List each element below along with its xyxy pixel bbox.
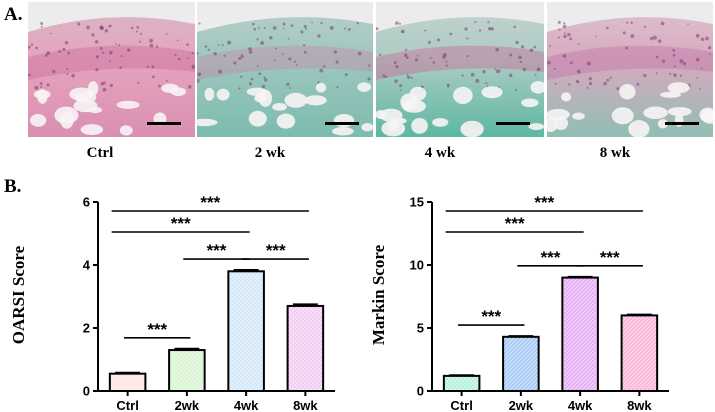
y-tick-label: 4	[83, 258, 91, 273]
x-tick-label: 4wk	[568, 398, 593, 412]
bar-ctrl	[108, 372, 147, 392]
panel-b-label: B.	[4, 176, 22, 197]
y-tick-label: 0	[417, 384, 424, 399]
bar-8wk	[286, 304, 325, 393]
significance-label: ***	[534, 193, 554, 212]
y-tick-label: 5	[417, 321, 424, 336]
y-axis-label: Markin Score	[369, 244, 388, 345]
y-tick-label: 0	[83, 384, 90, 399]
caption-4wk: 4 wk	[424, 145, 456, 161]
bar-4wk	[227, 270, 265, 392]
x-tick-label: 2wk	[509, 398, 534, 412]
significance-label: ***	[200, 193, 220, 212]
y-axis-label: OARSI Score	[9, 245, 28, 344]
bar-2wk	[502, 335, 540, 393]
x-tick-label: Ctrl	[116, 398, 138, 412]
caption-2wk: 2 wk	[254, 145, 286, 161]
significance-label: ***	[266, 241, 286, 260]
panel-a-label: A.	[4, 4, 23, 25]
histology-image-8wk	[547, 2, 713, 137]
significance-label: ***	[505, 214, 525, 233]
histology-image-2wk	[197, 2, 373, 137]
bar-8wk	[620, 314, 659, 392]
x-tick-label: Ctrl	[450, 398, 472, 412]
y-tick-label: 6	[83, 195, 90, 210]
significance-label: ***	[207, 241, 227, 260]
histology-image-ctrl	[28, 2, 195, 137]
significance-label: ***	[481, 307, 501, 326]
significance-label: ***	[171, 214, 191, 233]
x-tick-label: 8wk	[293, 398, 318, 412]
significance-label: ***	[600, 248, 620, 267]
y-tick-label: 2	[83, 321, 90, 336]
histology-image-4wk	[376, 2, 544, 137]
bar-ctrl	[442, 374, 481, 393]
chart-1: 0 2 4 6 OARSI Score Ctrl 2wk 4wk 8wk *** *** *** ***…	[9, 193, 335, 412]
x-tick-label: 8wk	[627, 398, 652, 412]
y-tick-label: 10	[410, 258, 424, 273]
y-tick-label: 15	[410, 195, 424, 210]
bar-4wk	[561, 276, 599, 393]
significance-label: ***	[147, 320, 167, 339]
chart-2: 0 5 10 15 Markin Score Ctrl 2wk 4wk 8wk *** *** ***…	[369, 193, 669, 412]
significance-label: ***	[541, 248, 561, 267]
x-tick-label: 2wk	[175, 398, 200, 412]
caption-8wk: 8 wk	[599, 145, 631, 161]
x-tick-label: 4wk	[234, 398, 259, 412]
bar-2wk	[168, 349, 206, 392]
caption-ctrl: Ctrl	[86, 145, 114, 161]
